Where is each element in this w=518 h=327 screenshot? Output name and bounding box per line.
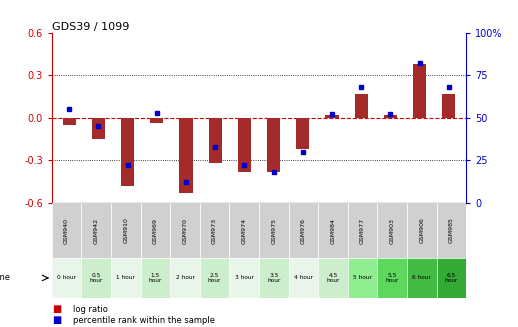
Text: 1 hour: 1 hour bbox=[117, 275, 135, 281]
Text: 2 hour: 2 hour bbox=[176, 275, 194, 281]
Text: GSM984: GSM984 bbox=[330, 217, 336, 244]
Bar bbox=[92, 118, 105, 139]
Bar bbox=[348, 203, 378, 258]
Bar bbox=[111, 258, 140, 298]
Text: 6.5
hour: 6.5 hour bbox=[445, 272, 458, 284]
Bar bbox=[259, 258, 289, 298]
Bar bbox=[229, 258, 259, 298]
Text: 6 hour: 6 hour bbox=[412, 275, 431, 281]
Bar bbox=[52, 203, 81, 258]
Bar bbox=[413, 64, 426, 118]
Bar bbox=[318, 258, 348, 298]
Text: GSM903: GSM903 bbox=[390, 217, 395, 244]
Bar bbox=[355, 94, 368, 118]
Bar bbox=[81, 203, 111, 258]
Bar bbox=[209, 118, 222, 163]
Text: GSM974: GSM974 bbox=[242, 217, 247, 244]
Bar bbox=[81, 258, 111, 298]
Bar bbox=[378, 258, 407, 298]
Text: 4 hour: 4 hour bbox=[294, 275, 313, 281]
Bar bbox=[170, 258, 200, 298]
Text: 4.5
hour: 4.5 hour bbox=[326, 272, 340, 284]
Bar bbox=[150, 118, 163, 123]
Bar bbox=[378, 203, 407, 258]
Text: 0.5
hour: 0.5 hour bbox=[90, 272, 103, 284]
Bar bbox=[111, 203, 140, 258]
Text: time: time bbox=[0, 273, 10, 283]
Text: log ratio: log ratio bbox=[73, 304, 107, 314]
Bar bbox=[348, 258, 378, 298]
Text: 3 hour: 3 hour bbox=[235, 275, 254, 281]
Text: 3.5
hour: 3.5 hour bbox=[267, 272, 280, 284]
Bar bbox=[63, 118, 76, 125]
Text: GSM976: GSM976 bbox=[301, 217, 306, 244]
Text: GSM969: GSM969 bbox=[153, 217, 158, 244]
Bar bbox=[442, 94, 455, 118]
Bar bbox=[318, 203, 348, 258]
Bar bbox=[437, 258, 466, 298]
Bar bbox=[259, 203, 289, 258]
Text: ■: ■ bbox=[52, 304, 61, 314]
Bar bbox=[407, 258, 437, 298]
Bar bbox=[267, 118, 280, 172]
Bar bbox=[437, 203, 466, 258]
Bar bbox=[289, 258, 318, 298]
Text: GSM977: GSM977 bbox=[360, 217, 365, 244]
Text: 5.5
hour: 5.5 hour bbox=[385, 272, 399, 284]
Bar bbox=[384, 115, 397, 118]
Text: GSM970: GSM970 bbox=[182, 217, 188, 244]
Text: GSM973: GSM973 bbox=[212, 217, 217, 244]
Bar bbox=[296, 118, 309, 149]
Text: GSM975: GSM975 bbox=[271, 217, 276, 244]
Text: GSM906: GSM906 bbox=[419, 217, 424, 244]
Text: GSM942: GSM942 bbox=[94, 217, 99, 244]
Bar bbox=[179, 118, 193, 193]
Text: 5 hour: 5 hour bbox=[353, 275, 372, 281]
Text: percentile rank within the sample: percentile rank within the sample bbox=[73, 316, 214, 325]
Bar bbox=[289, 203, 318, 258]
Text: ■: ■ bbox=[52, 316, 61, 325]
Bar bbox=[229, 203, 259, 258]
Text: GDS39 / 1099: GDS39 / 1099 bbox=[52, 22, 129, 32]
Bar bbox=[121, 118, 134, 186]
Bar bbox=[140, 258, 170, 298]
Bar bbox=[238, 118, 251, 172]
Bar bbox=[407, 203, 437, 258]
Bar bbox=[200, 258, 229, 298]
Bar bbox=[52, 258, 81, 298]
Text: GSM985: GSM985 bbox=[449, 217, 454, 244]
Bar bbox=[200, 203, 229, 258]
Text: 1.5
hour: 1.5 hour bbox=[149, 272, 162, 284]
Text: GSM940: GSM940 bbox=[64, 217, 69, 244]
Bar bbox=[325, 115, 339, 118]
Bar bbox=[170, 203, 200, 258]
Text: GSM910: GSM910 bbox=[123, 217, 128, 244]
Text: 0 hour: 0 hour bbox=[57, 275, 76, 281]
Bar bbox=[140, 203, 170, 258]
Text: 2.5
hour: 2.5 hour bbox=[208, 272, 221, 284]
